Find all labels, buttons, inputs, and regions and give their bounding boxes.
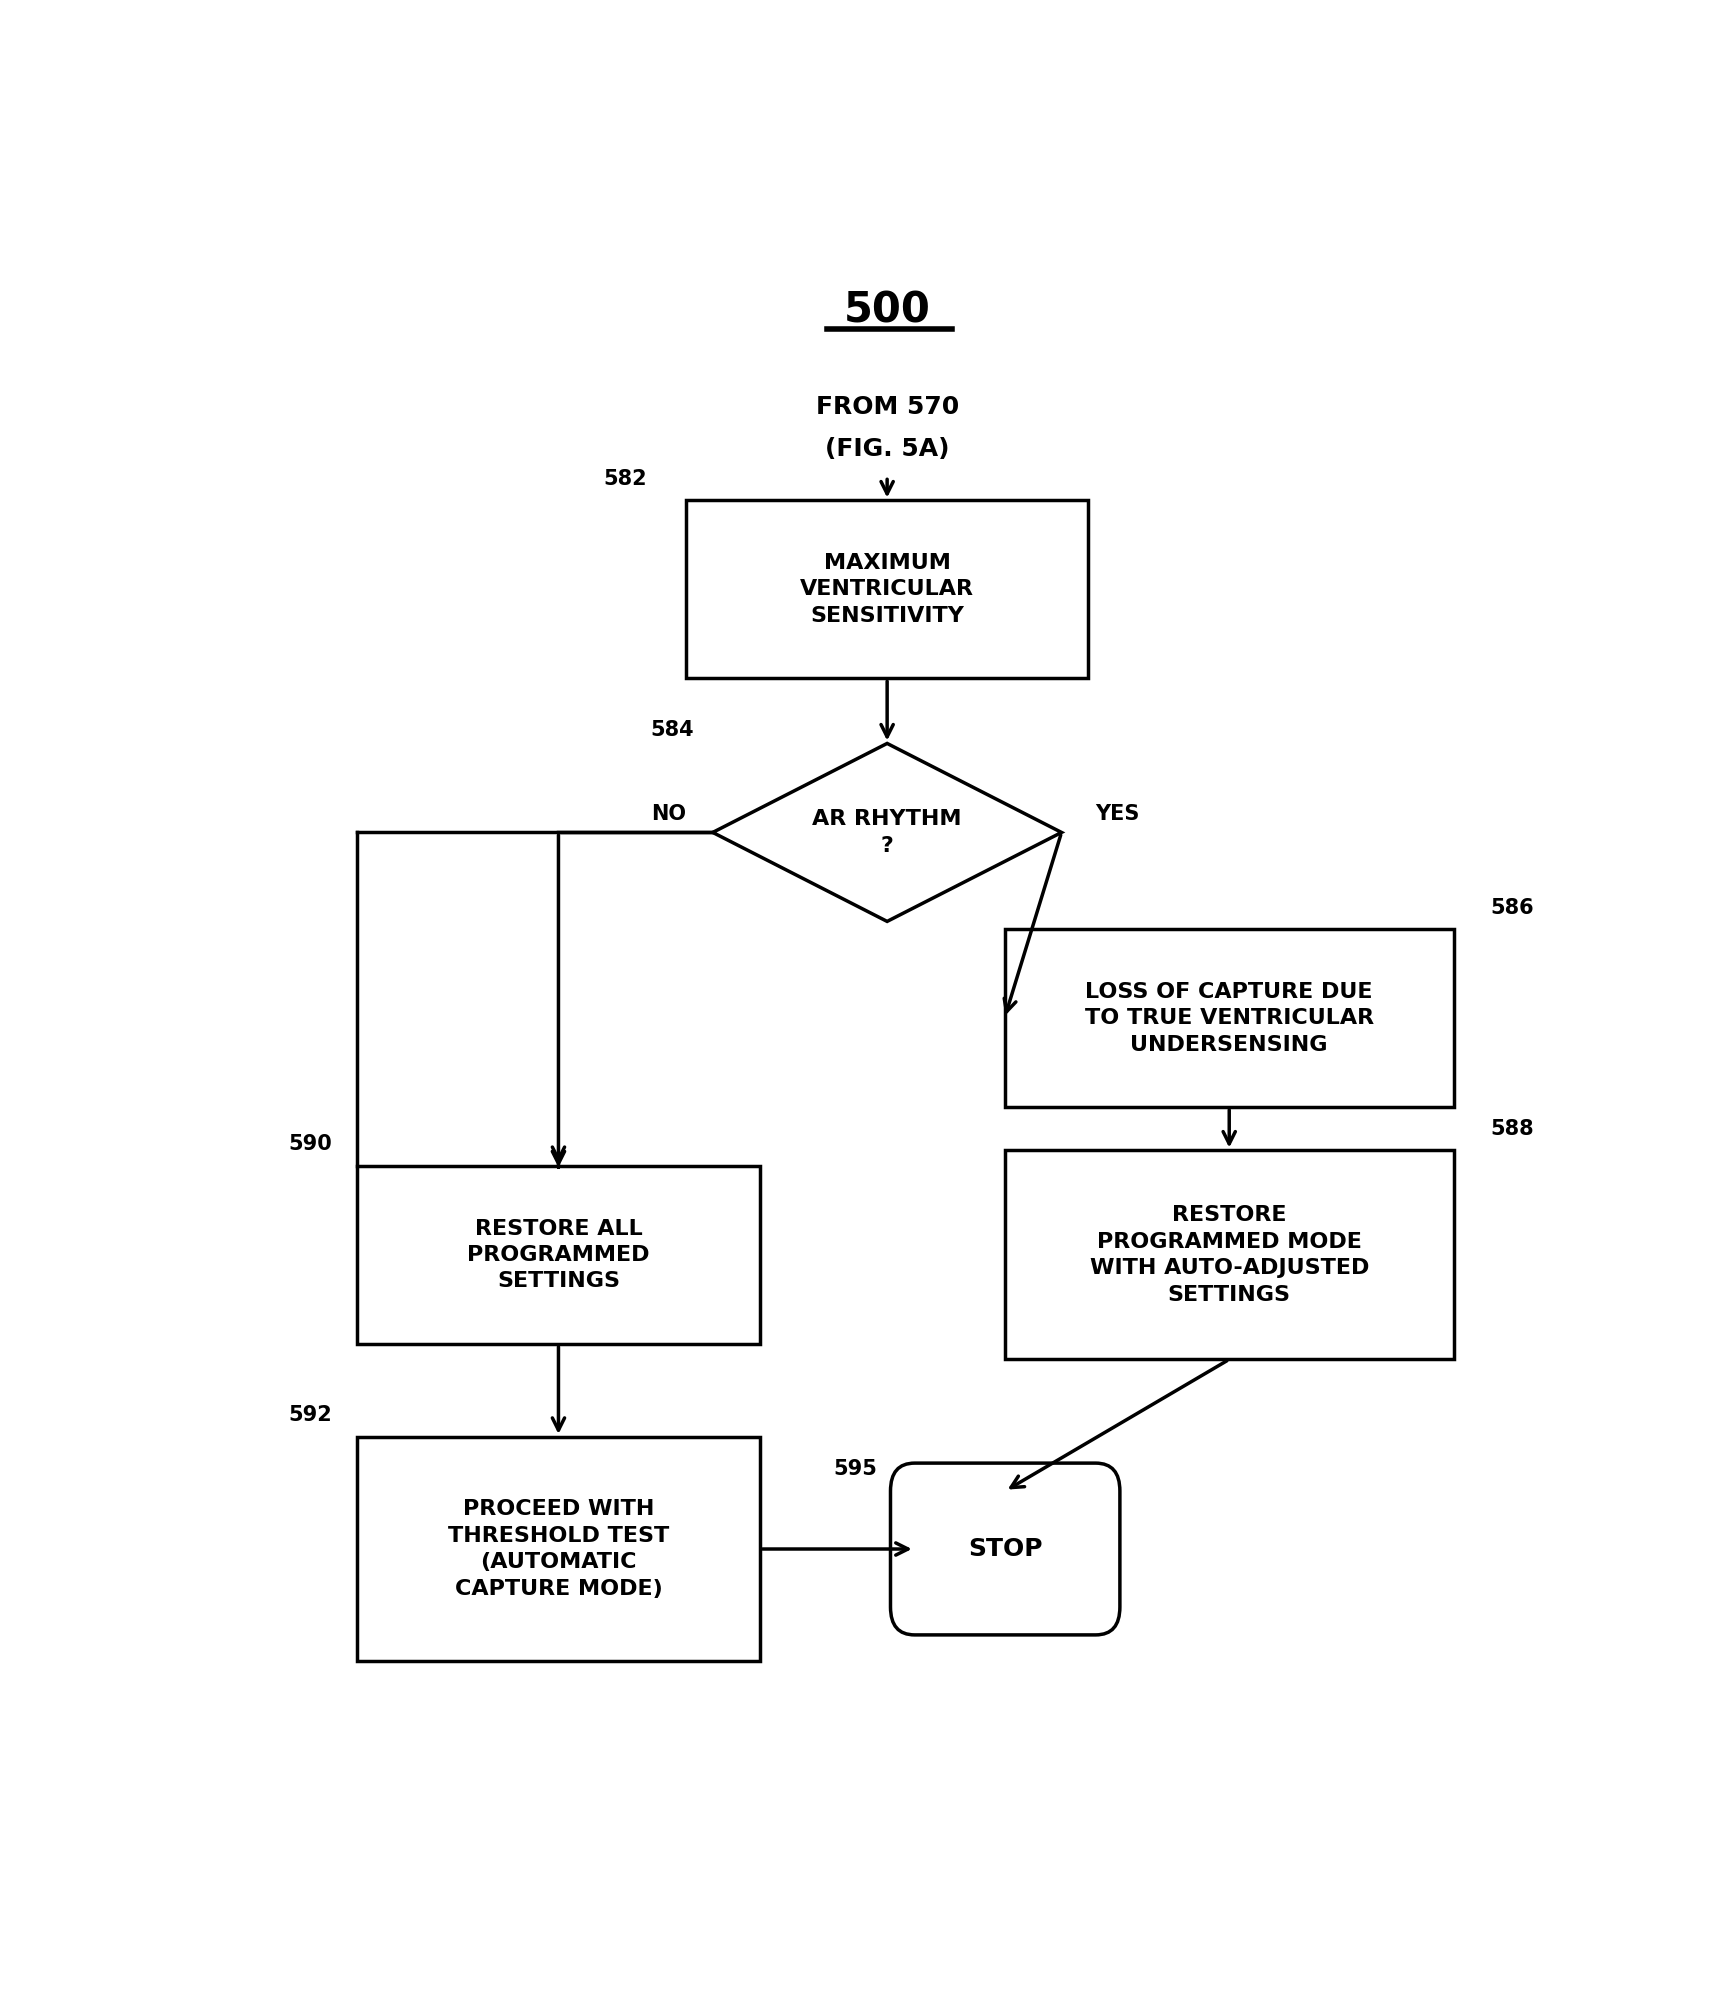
FancyBboxPatch shape [889,1463,1119,1634]
FancyBboxPatch shape [685,500,1088,679]
Text: 500: 500 [843,289,931,332]
Text: MAXIMUM
VENTRICULAR
SENSITIVITY: MAXIMUM VENTRICULAR SENSITIVITY [799,553,974,625]
Text: 584: 584 [650,720,694,740]
Text: 595: 595 [834,1459,877,1479]
Text: LOSS OF CAPTURE DUE
TO TRUE VENTRICULAR
UNDERSENSING: LOSS OF CAPTURE DUE TO TRUE VENTRICULAR … [1085,981,1374,1055]
Text: NO: NO [650,804,685,824]
Text: 592: 592 [289,1405,332,1425]
Text: STOP: STOP [967,1538,1041,1562]
Text: 588: 588 [1490,1120,1533,1140]
Text: (FIG. 5A): (FIG. 5A) [825,436,948,460]
Text: 590: 590 [289,1134,332,1154]
Text: PROCEED WITH
THRESHOLD TEST
(AUTOMATIC
CAPTURE MODE): PROCEED WITH THRESHOLD TEST (AUTOMATIC C… [448,1499,670,1598]
FancyBboxPatch shape [1003,1150,1453,1359]
Text: RESTORE ALL
PROGRAMMED
SETTINGS: RESTORE ALL PROGRAMMED SETTINGS [467,1218,649,1290]
Text: FROM 570: FROM 570 [815,394,958,418]
Text: 582: 582 [604,468,647,488]
FancyBboxPatch shape [1003,929,1453,1108]
Text: AR RHYTHM
?: AR RHYTHM ? [811,810,962,856]
FancyBboxPatch shape [356,1437,759,1660]
Text: RESTORE
PROGRAMMED MODE
WITH AUTO-ADJUSTED
SETTINGS: RESTORE PROGRAMMED MODE WITH AUTO-ADJUST… [1088,1206,1368,1304]
Text: 586: 586 [1490,898,1533,917]
Polygon shape [713,744,1060,921]
Text: YES: YES [1095,804,1138,824]
FancyBboxPatch shape [356,1166,759,1345]
